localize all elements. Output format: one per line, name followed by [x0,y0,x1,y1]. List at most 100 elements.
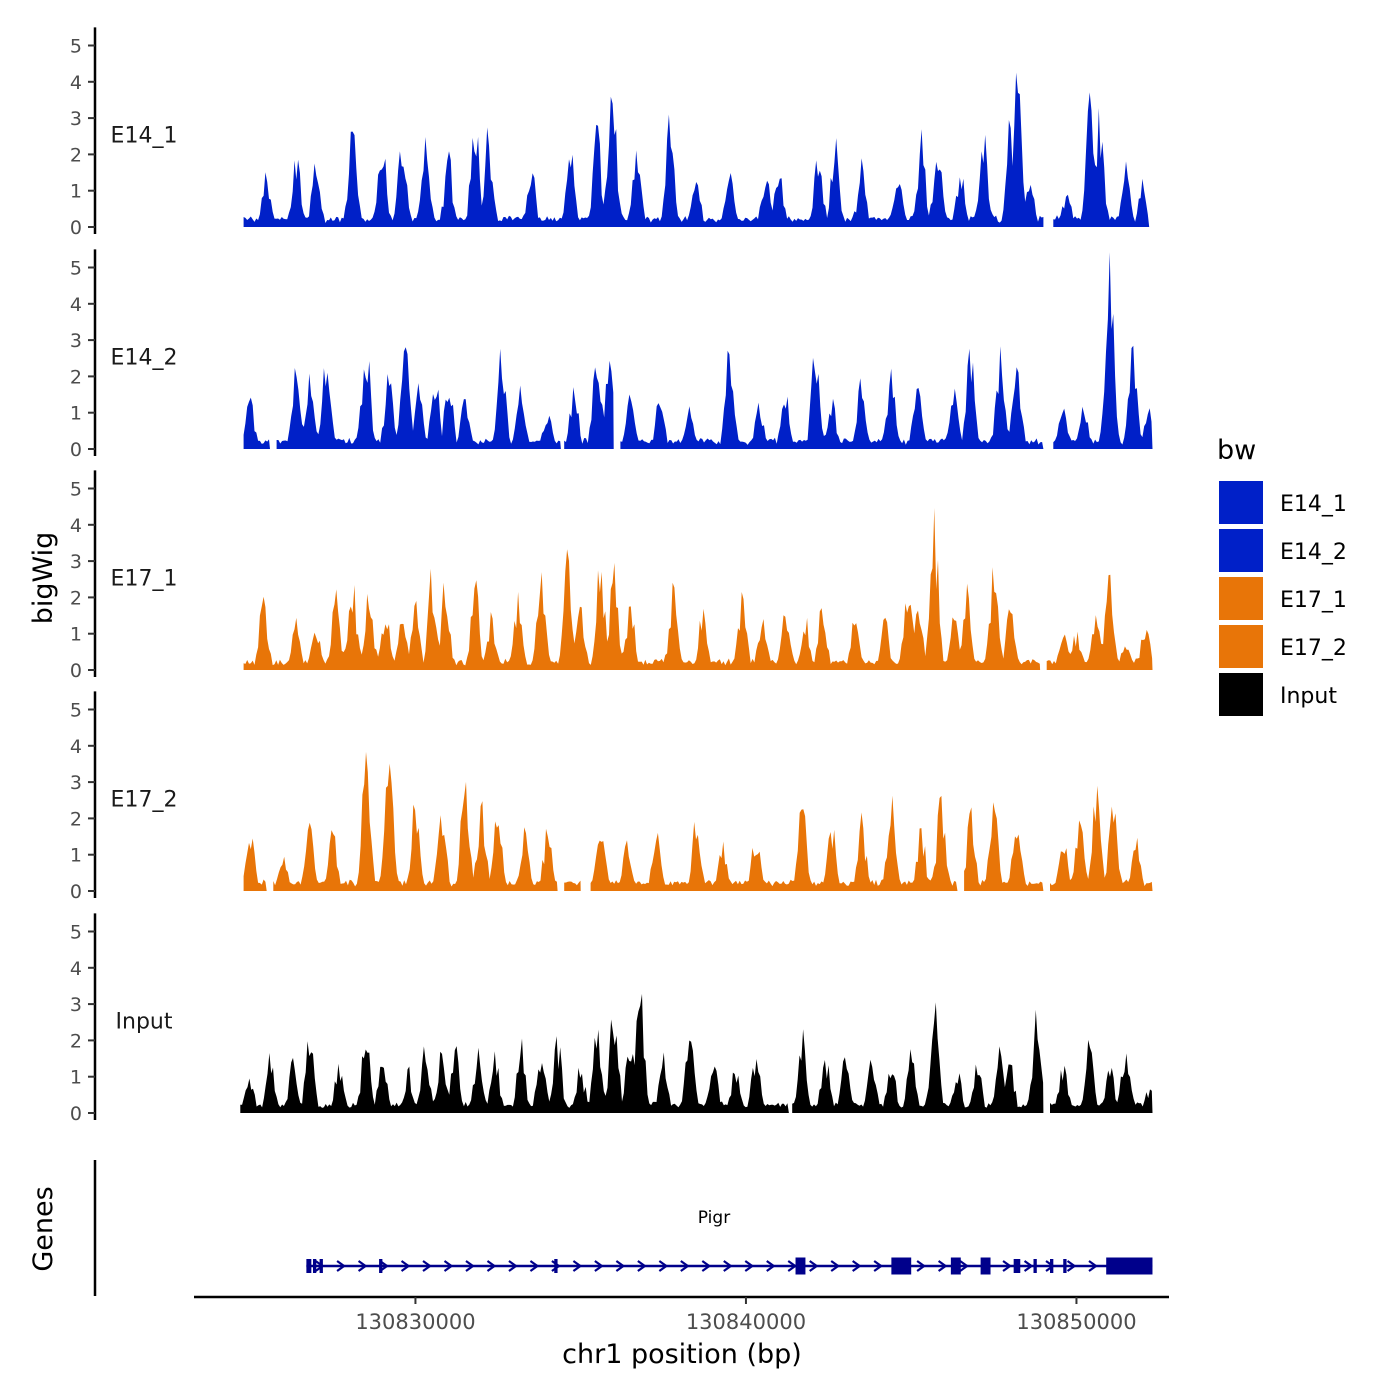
gene-exon [980,1257,991,1275]
strand-arrow [1023,1260,1034,1272]
strand-arrow [873,1260,884,1272]
y-tick-label: 0 [70,439,82,461]
track-panel-E14_2: 0 1 2 3 4 5 E14_2 [70,249,1153,461]
gene-exon [1033,1259,1037,1273]
y-tick-label: 4 [70,294,82,316]
strand-arrow [551,1260,561,1272]
y-tick-label: 2 [70,808,82,830]
gene-exon [312,1259,317,1273]
legend-swatch-E14_1 [1219,481,1263,524]
y-tick-label: 4 [70,958,82,980]
track-label-E14_2: E14_2 [111,345,178,370]
y-tick-label: 0 [70,1103,82,1125]
strand-arrow [637,1260,647,1272]
strand-arrow [744,1260,755,1272]
track-panel-E17_1: 0 1 2 3 4 5 E17_1 [70,470,1153,682]
y-tick-label: 5 [70,258,82,280]
track-label-E17_1: E17_1 [111,566,178,591]
y-tick-label: 2 [70,144,82,166]
y-tick-label: 2 [70,1030,82,1052]
track-label-Input: Input [116,1009,173,1034]
signal-panels: 0 1 2 3 4 5 E14_1 0 1 2 3 4 5 E14_2 0 1 2 3 4 5 E17_1 0 1 2 3 4 5 E… [70,27,1153,1125]
y-tick-label: 3 [70,551,82,573]
signal-area-E17_2 [590,795,958,891]
legend-label-E14_2: E14_2 [1280,540,1347,565]
legend-label-E14_1: E14_1 [1280,492,1347,517]
legend-label-Input: Input [1280,684,1337,709]
signal-area-E17_2 [564,880,581,891]
signal-area-E14_2 [1053,252,1153,449]
gene-exon [379,1259,383,1273]
signal-area-E17_2 [964,802,1044,891]
y-tick-label: 1 [70,845,82,867]
legend-swatch-E17_1 [1219,577,1263,620]
y-tick-label: 1 [70,1067,82,1089]
strand-arrow [486,1260,497,1272]
strand-arrow [766,1260,776,1272]
signal-area-E17_1 [1046,574,1153,670]
track-panel-Input: 0 1 2 3 4 5 Input [70,913,1153,1125]
strand-arrow [809,1260,819,1272]
signal-area-E14_1 [1053,92,1150,228]
strand-arrow [787,1260,798,1272]
signal-area-E17_1 [243,508,1041,670]
gene-panel-title: Genes [28,1186,59,1271]
strand-arrow [959,1260,969,1272]
legend-swatch-E17_2 [1219,625,1263,668]
track-label-E17_2: E17_2 [111,787,178,812]
gene-exon [1106,1257,1153,1275]
y-tick-label: 1 [70,403,82,425]
signal-area-Input [240,993,789,1113]
y-tick-label: 2 [70,366,82,388]
strand-arrow [615,1260,626,1272]
gene-name-label: Pigr [698,1208,730,1228]
strand-arrow [594,1260,604,1272]
track-label-E14_1: E14_1 [111,123,178,148]
strand-arrow [443,1260,454,1272]
strand-arrow [357,1260,368,1272]
track-panel-E17_2: 0 1 2 3 4 5 E17_2 [70,691,1153,903]
gene-exon [795,1257,806,1275]
signal-area-E14_2 [276,347,561,449]
strand-arrow [422,1260,432,1272]
legend-swatch-E14_2 [1219,529,1263,572]
legend: bw E14_1 E14_2 E17_1 E17_2 Input [1217,435,1347,716]
gene-exon [891,1257,912,1275]
strand-arrow [1066,1260,1077,1272]
gene-exon [554,1259,558,1273]
y-tick-label: 1 [70,624,82,646]
signal-area-E14_2 [620,346,1044,449]
strand-arrow [529,1260,540,1272]
gene-exon [319,1259,323,1273]
strand-arrow [465,1260,475,1272]
y-tick-label: 4 [70,736,82,758]
gene-exon [306,1259,312,1273]
signal-area-E14_1 [243,72,1044,227]
x-tick-label: 130850000 [1016,1310,1136,1334]
legend-label-E17_1: E17_1 [1280,588,1347,613]
y-tick-label: 5 [70,36,82,58]
y-tick-label: 4 [70,515,82,537]
strand-arrow [937,1260,948,1272]
x-tick-label: 130840000 [686,1310,806,1334]
strand-arrow [680,1260,690,1272]
track-panel-E14_1: 0 1 2 3 4 5 E14_1 [70,27,1150,239]
strand-arrow [723,1260,733,1272]
y-tick-label: 0 [70,660,82,682]
signal-area-E17_2 [243,838,267,891]
strand-arrow [400,1260,411,1272]
legend-title: bw [1217,435,1256,466]
signal-area-E14_2 [243,397,270,449]
legend-label-E17_2: E17_2 [1280,636,1347,661]
y-tick-label: 2 [70,587,82,609]
strand-arrow [701,1260,712,1272]
y-tick-label: 5 [70,922,82,944]
gene-exon [1050,1259,1054,1273]
x-axis-title: chr1 position (bp) [562,1339,802,1370]
strand-arrow [852,1260,862,1272]
strand-arrow [1002,1260,1012,1272]
signal-area-E17_2 [273,751,558,891]
y-tick-label: 3 [70,330,82,352]
y-tick-label: 3 [70,994,82,1016]
y-tick-label: 1 [70,181,82,203]
